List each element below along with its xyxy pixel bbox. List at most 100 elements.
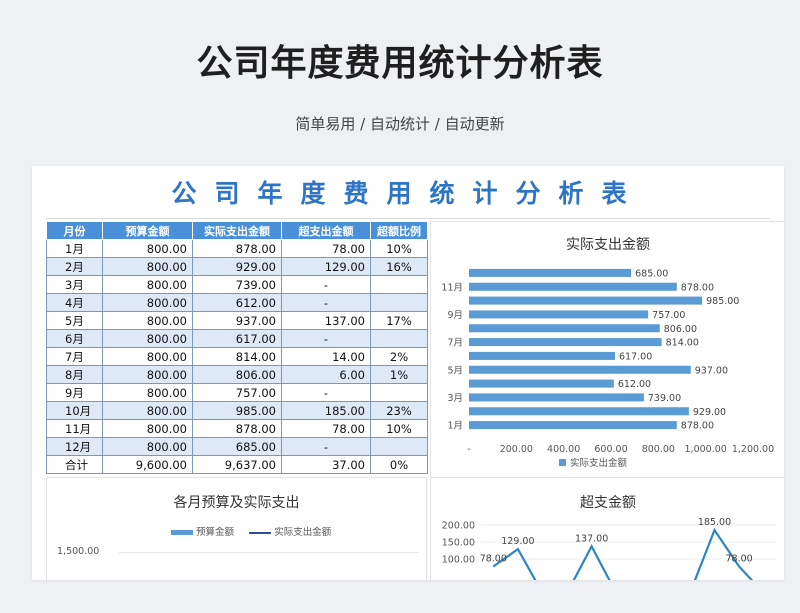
cell-ratio: 10% [370, 419, 428, 438]
cell-budget: 800.00 [102, 401, 193, 420]
cell-month: 10月 [46, 401, 103, 420]
cell-budget: 9,600.00 [102, 455, 193, 474]
legend-label-actual: 实际支出金额 [274, 527, 332, 538]
header-budget: 预算金额 [102, 221, 193, 240]
data-label: 985.00 [706, 296, 739, 307]
header-overspend: 超支出金额 [281, 221, 371, 240]
data-label: 78.00 [480, 553, 507, 564]
data-label: 806.00 [664, 324, 697, 335]
title-divider [46, 218, 770, 219]
cell-month: 6月 [46, 329, 103, 348]
x-tick-label: 400.00 [547, 444, 580, 455]
bar [469, 338, 662, 347]
cell-actual: 929.00 [192, 257, 282, 276]
bar [469, 407, 689, 416]
cell-month: 4月 [46, 293, 103, 312]
table-row: 4月 800.00 612.00- [46, 293, 428, 312]
cell-budget: 800.00 [102, 257, 193, 276]
cell-month: 12月 [46, 437, 103, 456]
y-tick-label: 3月 [447, 393, 463, 404]
bar [469, 351, 616, 360]
cell-ratio: 16% [370, 257, 428, 276]
data-label: 137.00 [575, 533, 608, 544]
chart-title: 各月预算及实际支出 [173, 495, 300, 511]
cell-actual: 739.00 [192, 275, 282, 294]
cell-month: 3月 [46, 275, 103, 294]
cell-overspend: 14.00 [281, 347, 371, 366]
cell-actual: 814.00 [192, 347, 282, 366]
chart-legend: 预算金额 实际支出金额 [171, 524, 331, 538]
actual-spend-chart-panel: 实际支出金额 878.00 929.00 739.00 612.00 937.00 617… [430, 221, 784, 479]
cell-ratio [370, 383, 428, 402]
data-label: 612.00 [618, 379, 651, 390]
cell-budget: 800.00 [102, 311, 193, 330]
header-actual: 实际支出金额 [192, 221, 282, 240]
cell-budget: 800.00 [102, 347, 193, 366]
table-row: 1月 800.00 878.00 78.00 10% [46, 239, 428, 258]
cell-overspend: - [281, 293, 371, 312]
cell-overspend: - [281, 437, 371, 456]
x-tick-label: 600.00 [594, 444, 627, 455]
cell-actual: 878.00 [192, 239, 282, 258]
table-row: 11月 800.00 878.00 78.00 10% [46, 419, 428, 438]
table-header-row: 月份 预算金额 实际支出金额 超支出金额 超额比例 [46, 221, 428, 240]
y-tick-label: 5月 [447, 365, 463, 376]
budget-vs-actual-chart-panel: 各月预算及实际支出 预算金额 实际支出金额 1,500.00 [46, 477, 427, 580]
cell-overspend: 37.00 [281, 455, 371, 474]
y-tick-label: 7月 [447, 338, 463, 349]
bar [469, 393, 644, 402]
series-line [492, 527, 754, 580]
cell-overspend: 78.00 [281, 239, 371, 258]
cell-ratio [370, 275, 428, 294]
data-label: 685.00 [635, 268, 668, 279]
cell-ratio [370, 329, 428, 348]
cell-ratio [370, 437, 428, 456]
cell-month: 2月 [46, 257, 103, 276]
bar [469, 282, 677, 291]
cell-overspend: - [281, 329, 371, 348]
table-row: 7月 800.00 814.00 14.00 2% [46, 347, 428, 366]
data-label: 757.00 [652, 310, 685, 321]
cell-month: 7月 [46, 347, 103, 366]
cell-budget: 800.00 [102, 329, 193, 348]
table-total-row: 合计 9,600.00 9,637.00 37.00 0% [46, 455, 428, 474]
cell-ratio [370, 293, 428, 312]
table-row: 3月 800.00 739.00- [46, 275, 428, 294]
y-tick-label: 1,500.00 [57, 546, 100, 557]
legend-label: 实际支出金额 [570, 457, 628, 469]
table-row: 12月 800.00 685.00- [46, 437, 428, 456]
cell-budget: 800.00 [102, 293, 193, 312]
sheet-title: 公司年度费用统计分析表 [171, 179, 645, 208]
cell-overspend: 6.00 [281, 365, 371, 384]
cell-overspend: - [281, 275, 371, 294]
data-label: 937.00 [695, 365, 728, 376]
data-label: 129.00 [501, 536, 534, 547]
data-label: 929.00 [693, 407, 726, 418]
table-row: 6月 800.00 617.00- [46, 329, 428, 348]
data-label: 878.00 [681, 421, 714, 432]
bar [469, 379, 614, 388]
bar [469, 268, 632, 277]
chart-title: 超支金额 [580, 495, 636, 511]
cell-actual: 757.00 [192, 383, 282, 402]
cell-actual: 937.00 [192, 311, 282, 330]
cell-ratio: 10% [370, 239, 428, 258]
cell-ratio: 23% [370, 401, 428, 420]
header-month: 月份 [46, 221, 103, 240]
cell-actual: 612.00 [192, 293, 282, 312]
cell-budget: 800.00 [102, 365, 193, 384]
data-label: 878.00 [681, 282, 714, 293]
y-tick-label: 9月 [447, 310, 463, 321]
table-row: 5月 800.00 937.00 137.00 17% [46, 311, 428, 330]
header-ratio: 超额比例 [370, 221, 428, 240]
bar [469, 310, 649, 319]
cell-month: 8月 [46, 365, 103, 384]
table-row: 2月 800.00 929.00 129.00 16% [46, 257, 428, 276]
y-tick-label: 100.00 [442, 555, 475, 566]
table-row: 8月 800.00 806.00 6.00 1% [46, 365, 428, 384]
overspend-chart-panel: 超支金额 200.00 150.00 100.00 78.00 129.00 137.00… [430, 477, 784, 580]
data-label: 185.00 [698, 517, 731, 528]
cell-month: 11月 [46, 419, 103, 438]
cell-overspend: 78.00 [281, 419, 371, 438]
cell-budget: 800.00 [102, 383, 193, 402]
